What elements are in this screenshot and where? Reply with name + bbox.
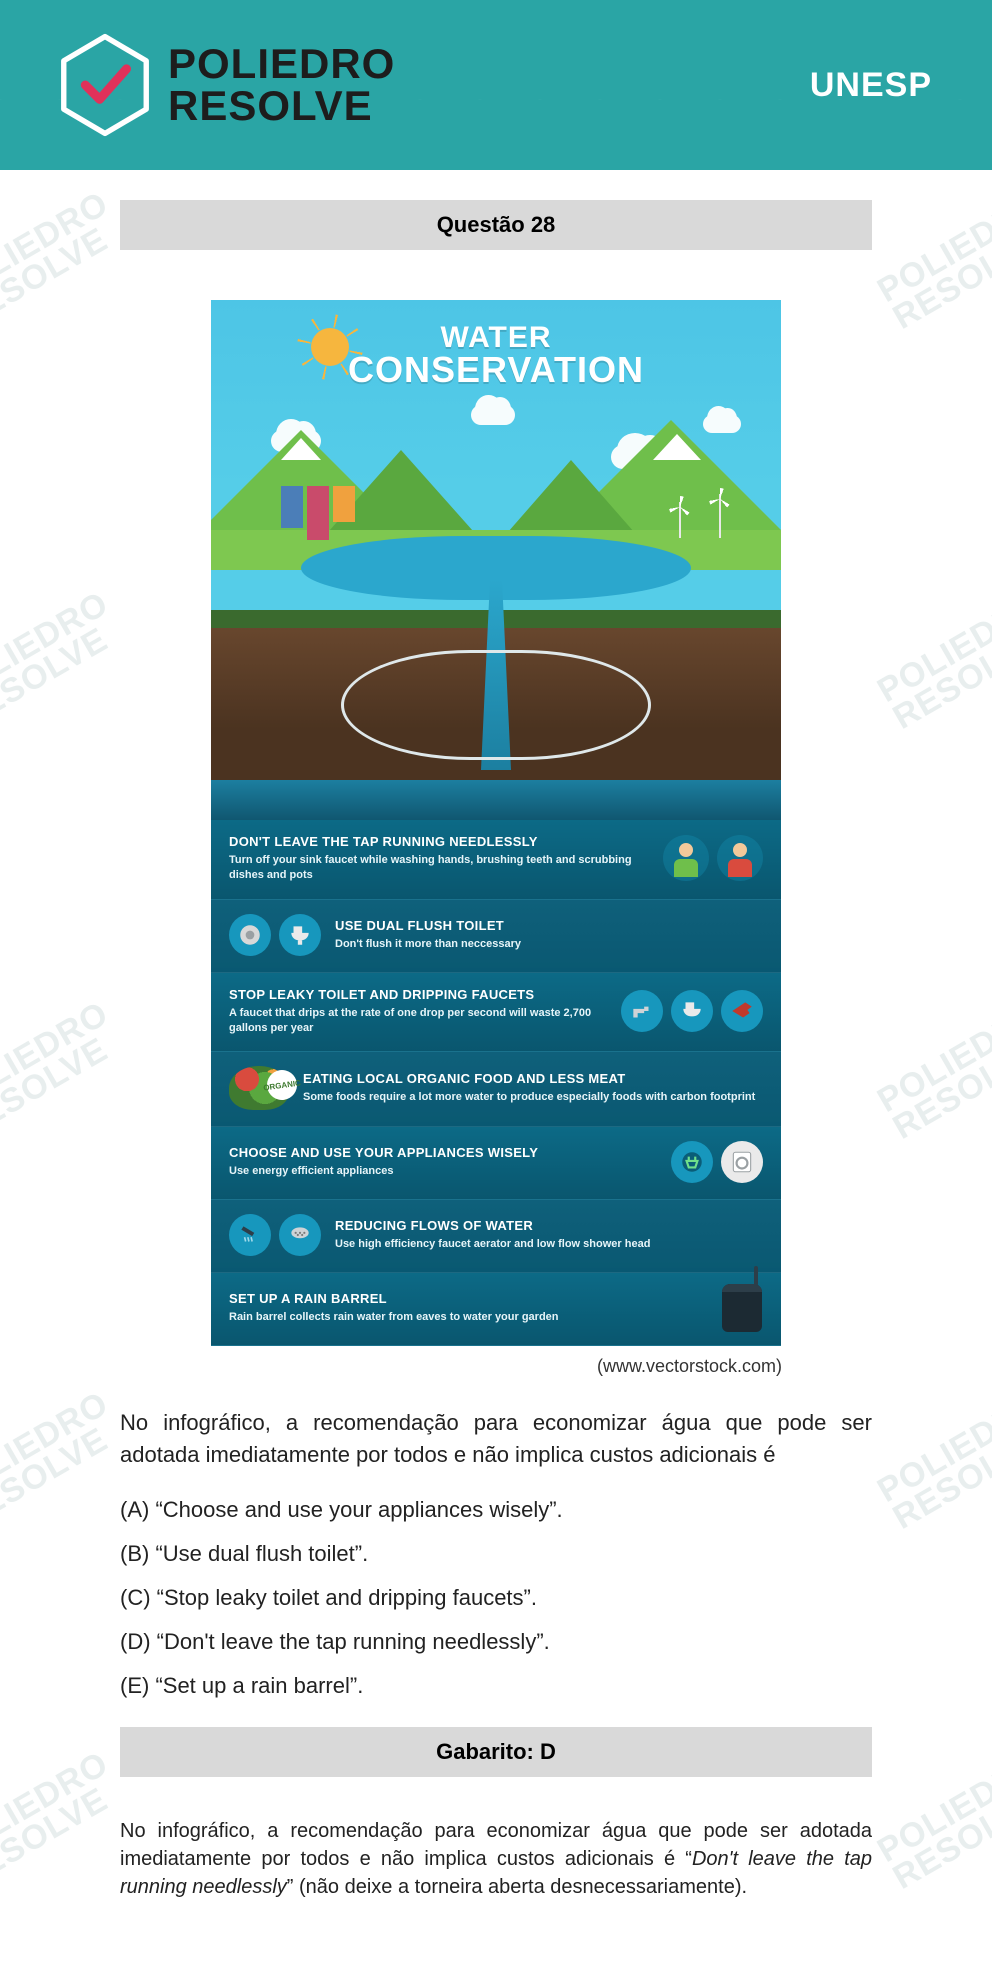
question-number-bar: Questão 28 [120, 200, 872, 250]
buildings-icon [281, 486, 355, 540]
tip-row: SET UP A RAIN BARREL Rain barrel collect… [211, 1273, 781, 1346]
tip-row: CHOOSE AND USE YOUR APPLIANCES WISELY Us… [211, 1127, 781, 1200]
wrench-icon [721, 990, 763, 1032]
rain-barrel-icon [721, 1287, 763, 1329]
answer-options: (A) “Choose and use your appliances wise… [120, 1497, 872, 1699]
tip-heading: SET UP A RAIN BARREL [229, 1291, 707, 1306]
option-d: (D) “Don't leave the tap running needles… [120, 1629, 872, 1655]
snowcap-icon [281, 438, 321, 460]
question-text: No infográfico, a recomendação para econ… [120, 1407, 872, 1471]
image-source: (www.vectorstock.com) [120, 1356, 782, 1377]
logo-line2: RESOLVE [168, 85, 395, 127]
washing-machine-icon [721, 1141, 763, 1183]
underground-water [211, 780, 781, 820]
aquifer-outline [341, 650, 651, 760]
energy-plug-icon [671, 1141, 713, 1183]
shower-head-icon [279, 1214, 321, 1256]
tip-heading: STOP LEAKY TOILET AND DRIPPING FAUCETS [229, 987, 607, 1002]
faucet-icon [621, 990, 663, 1032]
tip-heading: EATING LOCAL ORGANIC FOOD AND LESS MEAT [303, 1071, 763, 1086]
tip-desc: Use high efficiency faucet aerator and l… [335, 1237, 763, 1252]
hexagon-check-icon [60, 33, 150, 137]
unesp-logo: UNESP [810, 66, 932, 105]
person-green-icon [663, 835, 709, 881]
header-banner: POLIEDRO RESOLVE UNESP [0, 0, 992, 170]
wind-turbine-icon [719, 494, 721, 538]
tip-desc: Turn off your sink faucet while washing … [229, 853, 649, 883]
vegetables-icon: ORGANIC [229, 1066, 289, 1110]
flush-button-icon [229, 914, 271, 956]
tip-heading: DON'T LEAVE THE TAP RUNNING NEEDLESSLY [229, 834, 649, 849]
tip-heading: REDUCING FLOWS OF WATER [335, 1218, 763, 1233]
poliedro-logo: POLIEDRO RESOLVE [60, 33, 395, 137]
infographic-sky: WATER CONSERVATION [211, 300, 781, 610]
tips-list: DON'T LEAVE THE TAP RUNNING NEEDLESSLY T… [211, 820, 781, 1346]
mountain-icon [501, 460, 641, 540]
toilet-icon [671, 990, 713, 1032]
answer-key-bar: Gabarito: D [120, 1727, 872, 1777]
tip-desc: Some foods require a lot more water to p… [303, 1090, 763, 1105]
logo-line1: POLIEDRO [168, 43, 395, 85]
tip-row: ORGANIC EATING LOCAL ORGANIC FOOD AND LE… [211, 1052, 781, 1127]
person-red-icon [717, 835, 763, 881]
organic-badge: ORGANIC [265, 1068, 299, 1102]
tip-desc: Rain barrel collects rain water from eav… [229, 1310, 707, 1325]
option-e: (E) “Set up a rain barrel”. [120, 1673, 872, 1699]
option-a: (A) “Choose and use your appliances wise… [120, 1497, 872, 1523]
explanation-text: No infográfico, a recomendação para econ… [120, 1817, 872, 1901]
toilet-icon [279, 914, 321, 956]
tip-row: STOP LEAKY TOILET AND DRIPPING FAUCETS A… [211, 973, 781, 1053]
tip-desc: A faucet that drips at the rate of one d… [229, 1006, 607, 1036]
tip-row: DON'T LEAVE THE TAP RUNNING NEEDLESSLY T… [211, 820, 781, 900]
tip-row: USE DUAL FLUSH TOILET Don't flush it mor… [211, 900, 781, 973]
snowcap-icon [653, 434, 701, 460]
tip-heading: USE DUAL FLUSH TOILET [335, 918, 763, 933]
shower-head-side-icon [229, 1214, 271, 1256]
wind-turbine-icon [679, 502, 681, 538]
tip-desc: Use energy efficient appliances [229, 1164, 657, 1179]
tip-desc: Don't flush it more than neccessary [335, 937, 763, 952]
tip-heading: CHOOSE AND USE YOUR APPLIANCES WISELY [229, 1145, 657, 1160]
infographic-title: WATER CONSERVATION [211, 318, 781, 387]
option-c: (C) “Stop leaky toilet and dripping fauc… [120, 1585, 872, 1611]
option-b: (B) “Use dual flush toilet”. [120, 1541, 872, 1567]
infographic-soil [211, 610, 781, 780]
tip-row: REDUCING FLOWS OF WATER Use high efficie… [211, 1200, 781, 1273]
cloud-icon [471, 405, 515, 425]
water-conservation-infographic: WATER CONSERVATION [211, 300, 781, 1346]
